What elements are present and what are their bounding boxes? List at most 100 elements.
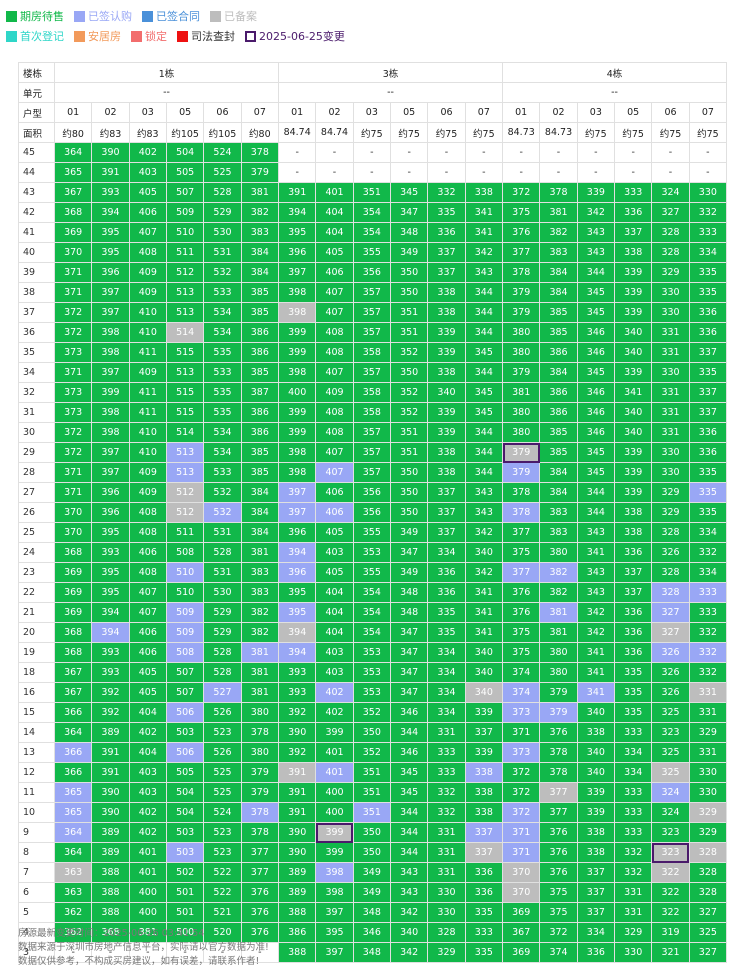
unit-cell[interactable]: 328 — [651, 222, 690, 243]
unit-cell[interactable]: 356 — [352, 262, 392, 283]
unit-cell[interactable]: 364 — [53, 842, 93, 863]
unit-cell[interactable]: 349 — [352, 862, 392, 883]
unit-cell[interactable]: 332 — [427, 182, 466, 203]
unit-cell[interactable]: 342 — [464, 562, 504, 583]
unit-cell[interactable]: 344 — [389, 842, 429, 863]
unit-cell[interactable]: 377 — [502, 562, 541, 583]
unit-cell[interactable]: 406 — [128, 642, 167, 663]
unit-cell[interactable]: 366 — [53, 742, 93, 763]
unit-cell[interactable]: 515 — [165, 382, 205, 403]
unit-cell[interactable]: 344 — [464, 322, 504, 343]
unit-cell[interactable]: 506 — [165, 702, 205, 723]
unit-cell[interactable]: 369 — [502, 942, 541, 963]
unit-cell[interactable]: 513 — [165, 362, 205, 383]
unit-cell[interactable]: 395 — [91, 242, 130, 263]
unit-cell[interactable]: 411 — [128, 342, 167, 363]
unit-cell[interactable]: 346 — [576, 322, 616, 343]
unit-cell[interactable]: 346 — [389, 702, 429, 723]
unit-cell[interactable]: 330 — [427, 902, 466, 923]
unit-cell[interactable]: 513 — [165, 282, 205, 303]
unit-cell[interactable]: 333 — [688, 582, 728, 603]
unit-cell[interactable]: 523 — [203, 822, 242, 843]
unit-cell[interactable]: 376 — [539, 842, 578, 863]
unit-cell[interactable]: 348 — [389, 222, 429, 243]
unit-cell[interactable]: 340 — [576, 762, 616, 783]
unit-cell[interactable]: 528 — [203, 642, 242, 663]
unit-cell[interactable]: 379 — [502, 362, 541, 383]
unit-cell[interactable]: 533 — [203, 462, 242, 483]
unit-cell[interactable]: 510 — [165, 562, 205, 583]
unit-cell[interactable]: 343 — [576, 222, 616, 243]
unit-cell[interactable]: 388 — [278, 942, 317, 963]
unit-cell[interactable]: 336 — [614, 602, 653, 623]
unit-cell[interactable]: 400 — [128, 882, 167, 903]
unit-cell[interactable]: 379 — [502, 442, 541, 463]
unit-cell[interactable]: 351 — [352, 782, 392, 803]
unit-cell[interactable]: 338 — [464, 182, 504, 203]
unit-cell[interactable]: 344 — [464, 362, 504, 383]
unit-cell[interactable]: 381 — [240, 642, 280, 663]
unit-cell[interactable]: 325 — [651, 742, 690, 763]
unit-cell[interactable]: 386 — [278, 922, 317, 943]
unit-cell[interactable]: 378 — [539, 762, 578, 783]
unit-cell[interactable]: 408 — [128, 242, 167, 263]
unit-cell[interactable]: 404 — [128, 702, 167, 723]
unit-cell[interactable]: 515 — [165, 402, 205, 423]
unit-cell[interactable]: 333 — [427, 762, 466, 783]
unit-cell[interactable]: 510 — [165, 222, 205, 243]
unit-cell[interactable]: 337 — [688, 402, 728, 423]
unit-cell[interactable]: 329 — [427, 942, 466, 963]
unit-cell[interactable]: 344 — [464, 422, 504, 443]
unit-cell[interactable]: 338 — [427, 442, 466, 463]
unit-cell[interactable]: 335 — [614, 682, 653, 703]
unit-cell[interactable]: 343 — [389, 882, 429, 903]
unit-cell[interactable]: 334 — [688, 242, 728, 263]
unit-cell[interactable]: 508 — [165, 642, 205, 663]
unit-cell[interactable]: 396 — [91, 262, 130, 283]
unit-cell[interactable]: 335 — [427, 202, 466, 223]
unit-cell[interactable]: 345 — [576, 302, 616, 323]
unit-cell[interactable]: 381 — [502, 382, 541, 403]
unit-cell[interactable]: 524 — [203, 802, 242, 823]
unit-cell[interactable]: 381 — [240, 542, 280, 563]
unit-cell[interactable]: 345 — [389, 182, 429, 203]
unit-cell[interactable]: 401 — [128, 862, 167, 883]
unit-cell[interactable]: 349 — [389, 522, 429, 543]
unit-cell[interactable]: 527 — [203, 682, 242, 703]
unit-cell[interactable]: 345 — [464, 402, 504, 423]
unit-cell[interactable]: 337 — [427, 522, 466, 543]
unit-cell[interactable]: 365 — [53, 782, 93, 803]
unit-cell[interactable]: 384 — [539, 262, 578, 283]
unit-cell[interactable]: 337 — [688, 342, 728, 363]
unit-cell[interactable]: 345 — [576, 462, 616, 483]
unit-cell[interactable]: 391 — [278, 802, 317, 823]
unit-cell[interactable]: 370 — [53, 502, 93, 523]
unit-cell[interactable]: 333 — [688, 602, 728, 623]
unit-cell[interactable]: 524 — [203, 142, 242, 163]
unit-cell[interactable]: 401 — [315, 762, 354, 783]
unit-cell[interactable]: 410 — [128, 422, 167, 443]
unit-cell[interactable]: 348 — [389, 582, 429, 603]
unit-cell[interactable]: 333 — [614, 182, 653, 203]
unit-cell[interactable]: 334 — [427, 662, 466, 683]
unit-cell[interactable]: 396 — [278, 242, 317, 263]
unit-cell[interactable]: 396 — [91, 482, 130, 503]
unit-cell[interactable]: 324 — [651, 182, 690, 203]
unit-cell[interactable]: 507 — [165, 682, 205, 703]
unit-cell[interactable]: 333 — [614, 802, 653, 823]
unit-cell[interactable]: 327 — [651, 202, 690, 223]
unit-cell[interactable]: 399 — [278, 342, 317, 363]
unit-cell[interactable]: 398 — [91, 322, 130, 343]
unit-cell[interactable]: 340 — [576, 702, 616, 723]
unit-cell[interactable]: 398 — [315, 862, 354, 883]
unit-cell[interactable]: 514 — [165, 322, 205, 343]
unit-cell[interactable]: 346 — [576, 422, 616, 443]
unit-cell[interactable]: 336 — [427, 222, 466, 243]
unit-cell[interactable]: 338 — [614, 242, 653, 263]
unit-cell[interactable]: 368 — [91, 922, 130, 943]
unit-cell[interactable]: 380 — [539, 642, 578, 663]
unit-cell[interactable]: 347 — [389, 542, 429, 563]
unit-cell[interactable]: 343 — [464, 262, 504, 283]
unit-cell[interactable]: 522 — [203, 862, 242, 883]
unit-cell[interactable]: 335 — [427, 602, 466, 623]
